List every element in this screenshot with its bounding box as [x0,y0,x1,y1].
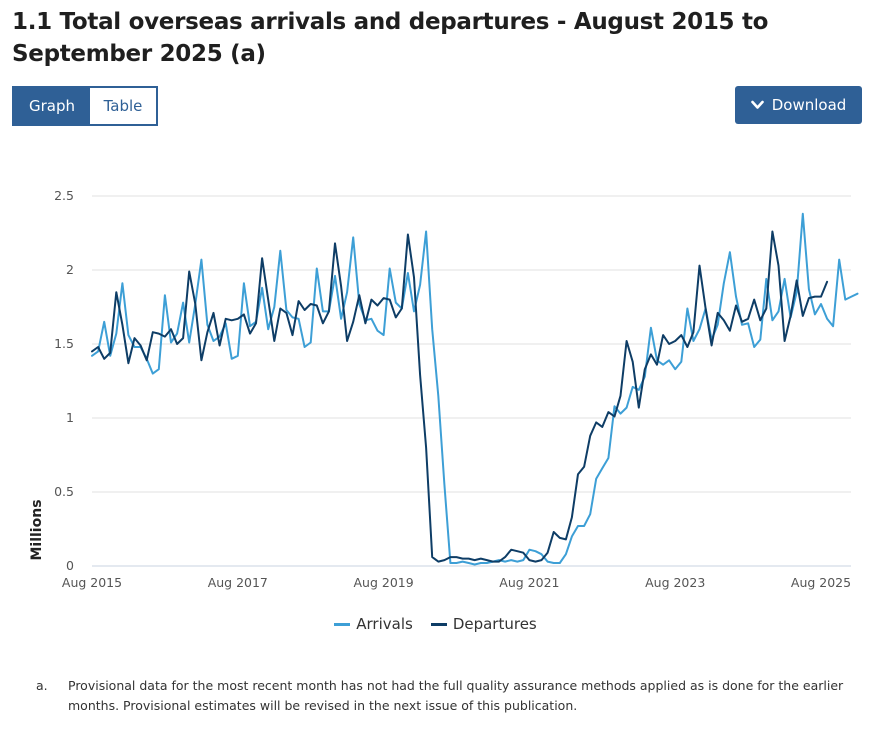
y-tick-label: 0.5 [54,484,74,499]
x-axis-ticks: Aug 2015 Aug 2017 Aug 2019 Aug 2021 Aug 2023… [62,575,851,590]
x-tick-label: Aug 2017 [208,575,268,590]
legend-label-arrivals: Arrivals [356,615,413,633]
table-tab[interactable]: Table [90,88,156,124]
grid-lines [92,195,851,567]
legend-item-departures[interactable]: Departures [430,615,537,633]
y-axis-title: Millions [29,499,45,560]
chevron-down-icon [750,100,764,109]
footnote-text: Provisional data for the most recent mon… [68,678,844,713]
page-title: 1.1 Total overseas arrivals and departur… [12,9,769,67]
legend-label-departures: Departures [452,615,537,633]
y-axis-ticks: 0 0.5 1 1.5 2 2.5 [54,188,74,573]
y-tick-label: 2.5 [54,188,74,203]
series-line-arrivals [91,212,859,566]
series-line-departures [91,230,829,563]
download-label: Download [771,96,847,114]
line-chart: 00.511.522.5 Aug 2015 Aug 2017 Aug 2019 Aug… [29,188,859,590]
x-tick-label: Aug 2015 [62,575,122,590]
footnote: a. Provisional data for the most recent … [36,676,866,716]
graph-tab[interactable]: Graph [14,88,90,124]
y-tick-label: 2 [66,262,74,277]
arrivals-swatch [334,622,351,626]
x-tick-label: Aug 2019 [353,575,413,590]
view-toggle: Graph Table [12,86,158,126]
y-tick-label: 0 [66,558,74,573]
series-lines [91,212,859,566]
download-button[interactable]: Download [735,86,862,124]
x-tick-label: Aug 2023 [645,575,705,590]
footnote-label: a. [36,678,48,693]
departures-swatch [430,622,447,626]
legend-item-arrivals[interactable]: Arrivals [334,615,413,633]
y-tick-label: 1.5 [54,336,74,351]
x-tick-label: Aug 2025 [791,575,851,590]
x-tick-label: Aug 2021 [499,575,559,590]
y-tick-label: 1 [66,410,74,425]
chart-legend: Arrivals Departures [0,615,871,633]
